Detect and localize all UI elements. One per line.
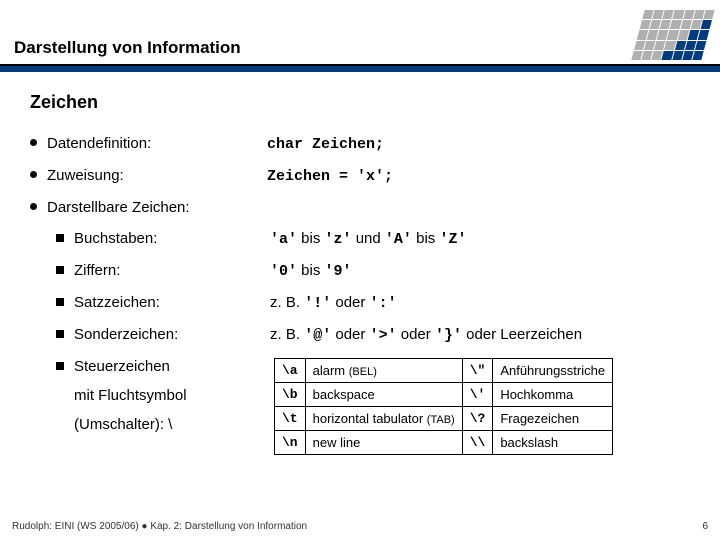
content: Zeichen Datendefinition: char Zeichen; Z… <box>30 92 700 455</box>
square-bullet-icon <box>56 362 64 370</box>
letters-label: Buchstaben: <box>74 230 270 247</box>
row-representable: Darstellbare Zeichen: <box>30 199 700 216</box>
esc-code: \\ <box>462 431 493 455</box>
page-number: 6 <box>702 521 708 532</box>
assign-label: Zuweisung: <box>47 167 267 184</box>
square-bullet-icon <box>56 234 64 242</box>
esc-desc: Anführungsstriche <box>493 359 613 383</box>
footer: Rudolph: EINI (WS 2005/06) ● Kap. 2: Dar… <box>12 521 708 532</box>
row-special: Sonderzeichen: z. B. '@' oder '>' oder '… <box>56 326 700 344</box>
row-digits: Ziffern: '0' bis '9' <box>56 262 700 280</box>
spec-label: Sonderzeichen: <box>74 326 270 343</box>
esc-code: \' <box>462 383 493 407</box>
row-control: Steuerzeichen mit Fluchtsymbol (Umschalt… <box>56 358 700 455</box>
row-definition: Datendefinition: char Zeichen; <box>30 135 700 153</box>
esc-desc: Hochkomma <box>493 383 613 407</box>
esc-code: \t <box>275 407 306 431</box>
esc-code: \a <box>275 359 306 383</box>
esc-desc: backslash <box>493 431 613 455</box>
esc-desc: backspace <box>305 383 462 407</box>
bullet-icon <box>30 139 37 146</box>
bullet-icon <box>30 171 37 178</box>
esc-code: \? <box>462 407 493 431</box>
header-bar <box>0 66 720 72</box>
bullet-icon <box>30 203 37 210</box>
ctrl-line2: mit Fluchtsymbol <box>74 387 270 404</box>
sub-list: Buchstaben: 'a' bis 'z' und 'A' bis 'Z' … <box>56 230 700 455</box>
esc-desc: new line <box>305 431 462 455</box>
row-assignment: Zuweisung: Zeichen = 'x'; <box>30 167 700 185</box>
square-bullet-icon <box>56 330 64 338</box>
punct-value: z. B. '!' oder ':' <box>270 294 397 312</box>
square-bullet-icon <box>56 298 64 306</box>
assign-code: Zeichen = 'x'; <box>267 168 393 185</box>
table-row: \a alarm (BEL) \" Anführungsstriche <box>275 359 613 383</box>
digits-value: '0' bis '9' <box>270 262 352 280</box>
ctrl-line3: (Umschalter): \ <box>74 416 270 433</box>
table-row: \n new line \\ backslash <box>275 431 613 455</box>
table-row: \b backspace \' Hochkomma <box>275 383 613 407</box>
logo-icon <box>631 10 714 60</box>
esc-desc: alarm (BEL) <box>305 359 462 383</box>
esc-code: \n <box>275 431 306 455</box>
table-row: \t horizontal tabulator (TAB) \? Frageze… <box>275 407 613 431</box>
header: Darstellung von Information <box>0 0 720 66</box>
escape-table: \a alarm (BEL) \" Anführungsstriche \b b… <box>274 358 613 455</box>
spec-value: z. B. '@' oder '>' oder '}' oder Leerzei… <box>270 326 582 344</box>
slide-title: Darstellung von Information <box>14 38 241 58</box>
digits-label: Ziffern: <box>74 262 270 279</box>
esc-code: \" <box>462 359 493 383</box>
def-code: char Zeichen; <box>267 136 384 153</box>
repr-label: Darstellbare Zeichen: <box>47 199 267 216</box>
ctrl-label: Steuerzeichen <box>74 358 170 375</box>
square-bullet-icon <box>56 266 64 274</box>
footer-text: Rudolph: EINI (WS 2005/06) ● Kap. 2: Dar… <box>12 521 307 532</box>
subtitle: Zeichen <box>30 92 700 113</box>
punct-label: Satzzeichen: <box>74 294 270 311</box>
def-label: Datendefinition: <box>47 135 267 152</box>
row-punct: Satzzeichen: z. B. '!' oder ':' <box>56 294 700 312</box>
esc-code: \b <box>275 383 306 407</box>
control-label-block: Steuerzeichen mit Fluchtsymbol (Umschalt… <box>56 358 270 433</box>
esc-desc: Fragezeichen <box>493 407 613 431</box>
row-letters: Buchstaben: 'a' bis 'z' und 'A' bis 'Z' <box>56 230 700 248</box>
esc-desc: horizontal tabulator (TAB) <box>305 407 462 431</box>
letters-value: 'a' bis 'z' und 'A' bis 'Z' <box>270 230 466 248</box>
